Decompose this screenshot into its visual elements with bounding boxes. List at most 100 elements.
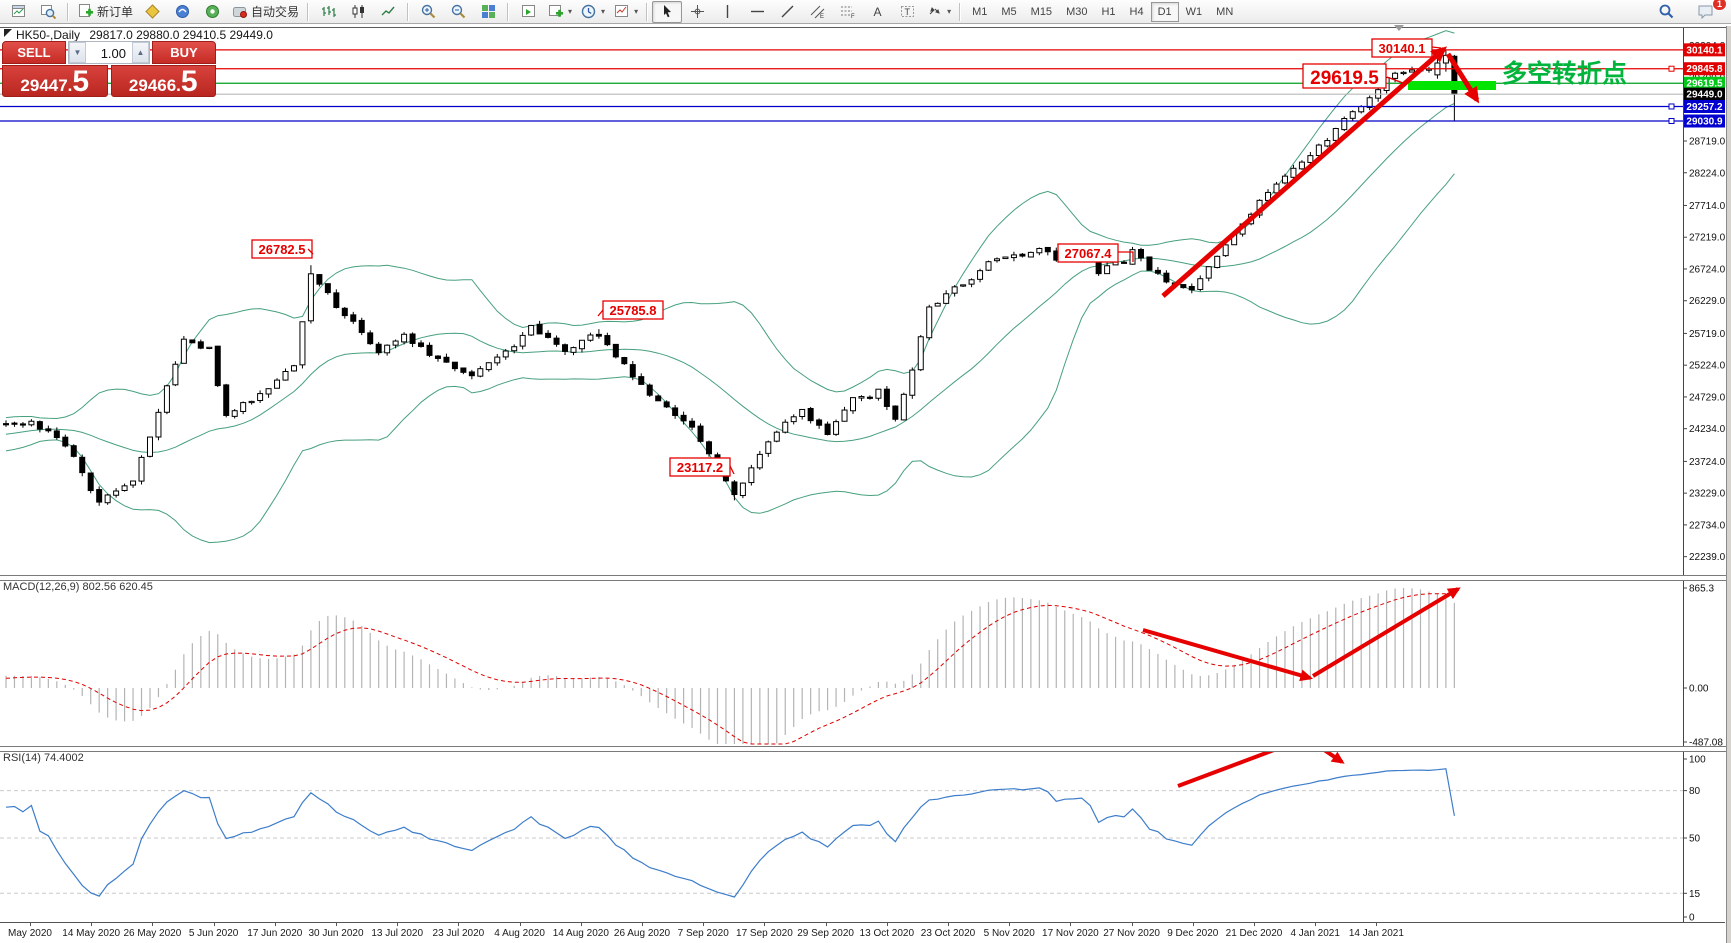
- toolbar-separator: [67, 2, 69, 21]
- timeframe-m30[interactable]: M30: [1066, 5, 1088, 18]
- line-chart-icon[interactable]: [373, 1, 403, 23]
- macd-label: MACD(12,26,9) 802.56 620.45: [3, 581, 153, 593]
- tile-windows-button[interactable]: [473, 1, 503, 23]
- date-tick: [397, 923, 399, 926]
- text-tool-button[interactable]: A: [862, 1, 892, 23]
- svg-text:28224.0: 28224.0: [1689, 168, 1726, 179]
- templates-button[interactable]: ▾: [609, 1, 642, 23]
- chart-ohlc-values: 29817.0 29880.0 29410.5 29449.0: [89, 28, 273, 42]
- add-indicator-button[interactable]: ▾: [543, 1, 576, 23]
- turning-point-text[interactable]: 多空转折点: [1502, 59, 1627, 88]
- date-tick: [458, 923, 460, 926]
- timeframe-h4[interactable]: H4: [1129, 5, 1144, 18]
- macd-pane[interactable]: 865.3 0.00 -487.08: [0, 579, 1731, 746]
- timeframe-m5[interactable]: M5: [1001, 5, 1017, 18]
- svg-text:A: A: [873, 5, 881, 19]
- rsi-pane[interactable]: 100 80 50 15 0: [0, 750, 1731, 923]
- sell-price[interactable]: 29447. 5: [2, 65, 108, 97]
- pane-splitter[interactable]: [0, 575, 1731, 581]
- autotrading-button[interactable]: 自动交易: [227, 1, 303, 23]
- trend-arrows[interactable]: [1161, 46, 1480, 298]
- date-label: 29 Sep 2020: [797, 928, 854, 939]
- toolbar-separator: [507, 2, 510, 21]
- svg-text:0.00: 0.00: [1689, 684, 1709, 695]
- crosshair-tool-button[interactable]: [682, 1, 712, 23]
- volume-increase-button[interactable]: ▲: [132, 42, 149, 63]
- candlestick-chart-icon[interactable]: [343, 1, 373, 23]
- buy-button[interactable]: BUY: [152, 41, 216, 64]
- svg-text:29845.8: 29845.8: [1686, 64, 1723, 75]
- trendline-tool-button[interactable]: [772, 1, 802, 23]
- metaeditor-icon[interactable]: [137, 1, 167, 23]
- svg-text:25224.0: 25224.0: [1689, 361, 1726, 372]
- date-tick: [274, 923, 276, 926]
- timeframe-m1[interactable]: M1: [972, 5, 988, 18]
- terminal-icon[interactable]: [167, 1, 197, 23]
- text-label-tool-button[interactable]: T: [892, 1, 922, 23]
- sell-price-big-digit: 5: [72, 65, 90, 98]
- trend-arrows[interactable]: [1142, 587, 1461, 682]
- price-axis-scale[interactable]: 30204.029709.029214.028719.028224.027714…: [1683, 26, 1726, 575]
- buy-price[interactable]: 29466. 5: [110, 65, 216, 98]
- svg-text:100: 100: [1689, 755, 1706, 766]
- search-button[interactable]: [1651, 1, 1681, 23]
- chart-profiles-button[interactable]: [33, 1, 63, 23]
- buy-price-big-digit: 5: [180, 65, 198, 98]
- fibonacci-tool-button[interactable]: F: [832, 1, 862, 23]
- pane-splitter[interactable]: [0, 746, 1731, 752]
- timeframe-h1[interactable]: H1: [1101, 5, 1116, 18]
- bar-chart-icon[interactable]: [313, 1, 343, 23]
- timeframe-m15[interactable]: M15: [1030, 5, 1053, 18]
- svg-text:27714.0: 27714.0: [1689, 201, 1726, 212]
- volume-decrease-button[interactable]: ▼: [69, 42, 86, 63]
- vertical-line-tool-button[interactable]: [712, 1, 742, 23]
- one-click-toggle-icon[interactable]: [4, 29, 12, 37]
- date-label: 27 Nov 2020: [1103, 928, 1160, 939]
- date-axis[interactable]: May 2020 14 May 2020 26 May 2020 5 Jun 2020…: [0, 923, 1726, 943]
- indicator-list-button[interactable]: [513, 1, 543, 23]
- date-tick: [91, 923, 93, 926]
- timeframe-w1[interactable]: W1: [1185, 5, 1203, 18]
- toolbar-separator: [307, 2, 310, 21]
- svg-text:26782.5: 26782.5: [259, 242, 306, 257]
- new-chart-button[interactable]: [3, 1, 33, 23]
- macd-histogram: [5, 588, 1455, 744]
- one-click-trade-panel: SELL ▼ 1.00 ▲ BUY 29447. 5 29466. 5: [2, 41, 216, 97]
- toolbar-separator: [646, 2, 649, 21]
- svg-text:865.3: 865.3: [1689, 584, 1714, 595]
- equidistant-channel-tool-button[interactable]: E: [802, 1, 832, 23]
- svg-text:0: 0: [1689, 913, 1695, 924]
- periods-button[interactable]: ▾: [576, 1, 609, 23]
- cursor-tool-button[interactable]: [652, 0, 683, 23]
- date-tick: [336, 923, 337, 926]
- volume-value[interactable]: 1.00: [100, 46, 126, 61]
- strategy-tester-icon[interactable]: [197, 1, 227, 23]
- candles[interactable]: [3, 49, 1458, 506]
- main-chart-pane[interactable]: 多空转折点 26782.5 25785.8 27067.4 23117.2 30140.1…: [0, 26, 1731, 575]
- svg-text:50: 50: [1689, 834, 1701, 845]
- bollinger-bands: [5, 30, 1455, 544]
- chevron-down-icon: ▾: [634, 7, 639, 16]
- callout-labels[interactable]: 26782.5 25785.8 27067.4 23117.2 30140.129619…: [251, 38, 1442, 477]
- sell-button[interactable]: SELL: [2, 41, 66, 64]
- horizontal-line-tool-button[interactable]: [742, 1, 772, 23]
- new-order-button[interactable]: 新订单: [73, 1, 137, 23]
- date-label: May 2020: [8, 928, 52, 939]
- timeframe-d1[interactable]: D1: [1150, 1, 1179, 22]
- date-tick: [948, 923, 949, 926]
- date-label: 4 Aug 2020: [494, 928, 545, 939]
- date-tick: [703, 923, 705, 926]
- date-label: 14 May 2020: [62, 928, 121, 939]
- timeframe-mn[interactable]: MN: [1216, 5, 1234, 18]
- chart-shift-marker-icon[interactable]: [1394, 25, 1404, 31]
- turning-point-bar[interactable]: [1408, 81, 1496, 90]
- zoom-in-button[interactable]: [413, 1, 443, 23]
- trend-arrows[interactable]: [1177, 750, 1345, 788]
- zoom-out-button[interactable]: [443, 1, 473, 23]
- chat-button[interactable]: 1: [1691, 0, 1727, 23]
- date-tick: [1315, 923, 1317, 926]
- svg-text:23117.2: 23117.2: [677, 460, 723, 475]
- date-tick: [764, 923, 766, 926]
- arrows-tool-button[interactable]: ▾: [922, 1, 955, 23]
